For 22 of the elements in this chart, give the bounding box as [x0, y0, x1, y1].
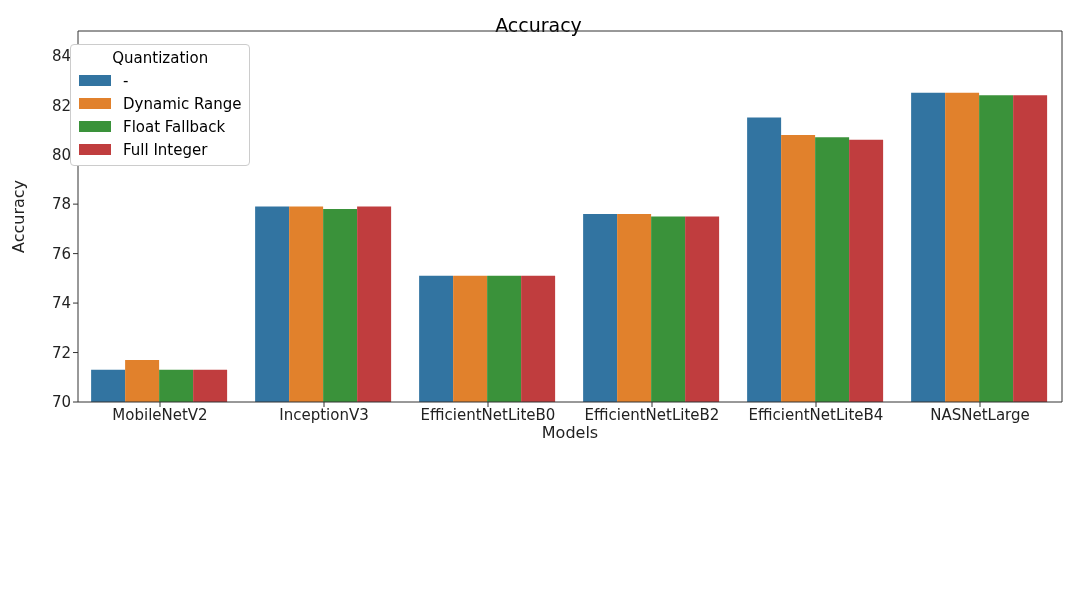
x-tick-label: MobileNetV2 [112, 405, 208, 424]
legend-label: Dynamic Range [123, 94, 242, 113]
x-tick-label: NASNetLarge [930, 405, 1030, 424]
y-tick-label: 80 [51, 145, 71, 164]
y-tick-label: 70 [51, 393, 71, 412]
legend-title: Quantization [111, 49, 210, 67]
y-axis-title: Accuracy [8, 179, 28, 254]
y-tick-label: 78 [51, 195, 71, 214]
y-tick-label: 72 [51, 343, 71, 362]
legend-label: Full Integer [123, 140, 208, 159]
y-tick-label: 82 [51, 96, 71, 115]
y-tick-label: 76 [51, 244, 71, 263]
legend-label: Float Fallback [123, 117, 226, 136]
x-tick-label: EfficientNetLiteB4 [748, 405, 884, 424]
chart-title: Accuracy [494, 14, 583, 36]
x-tick-label: EfficientNetLiteB2 [584, 405, 720, 424]
x-tick-label: InceptionV3 [279, 405, 369, 424]
y-tick-label: 74 [51, 294, 71, 313]
y-tick-label: 84 [51, 47, 71, 66]
x-tick-label: EfficientNetLiteB0 [420, 405, 556, 424]
x-axis-title: Models [541, 423, 599, 442]
legend-label: - [123, 71, 129, 90]
